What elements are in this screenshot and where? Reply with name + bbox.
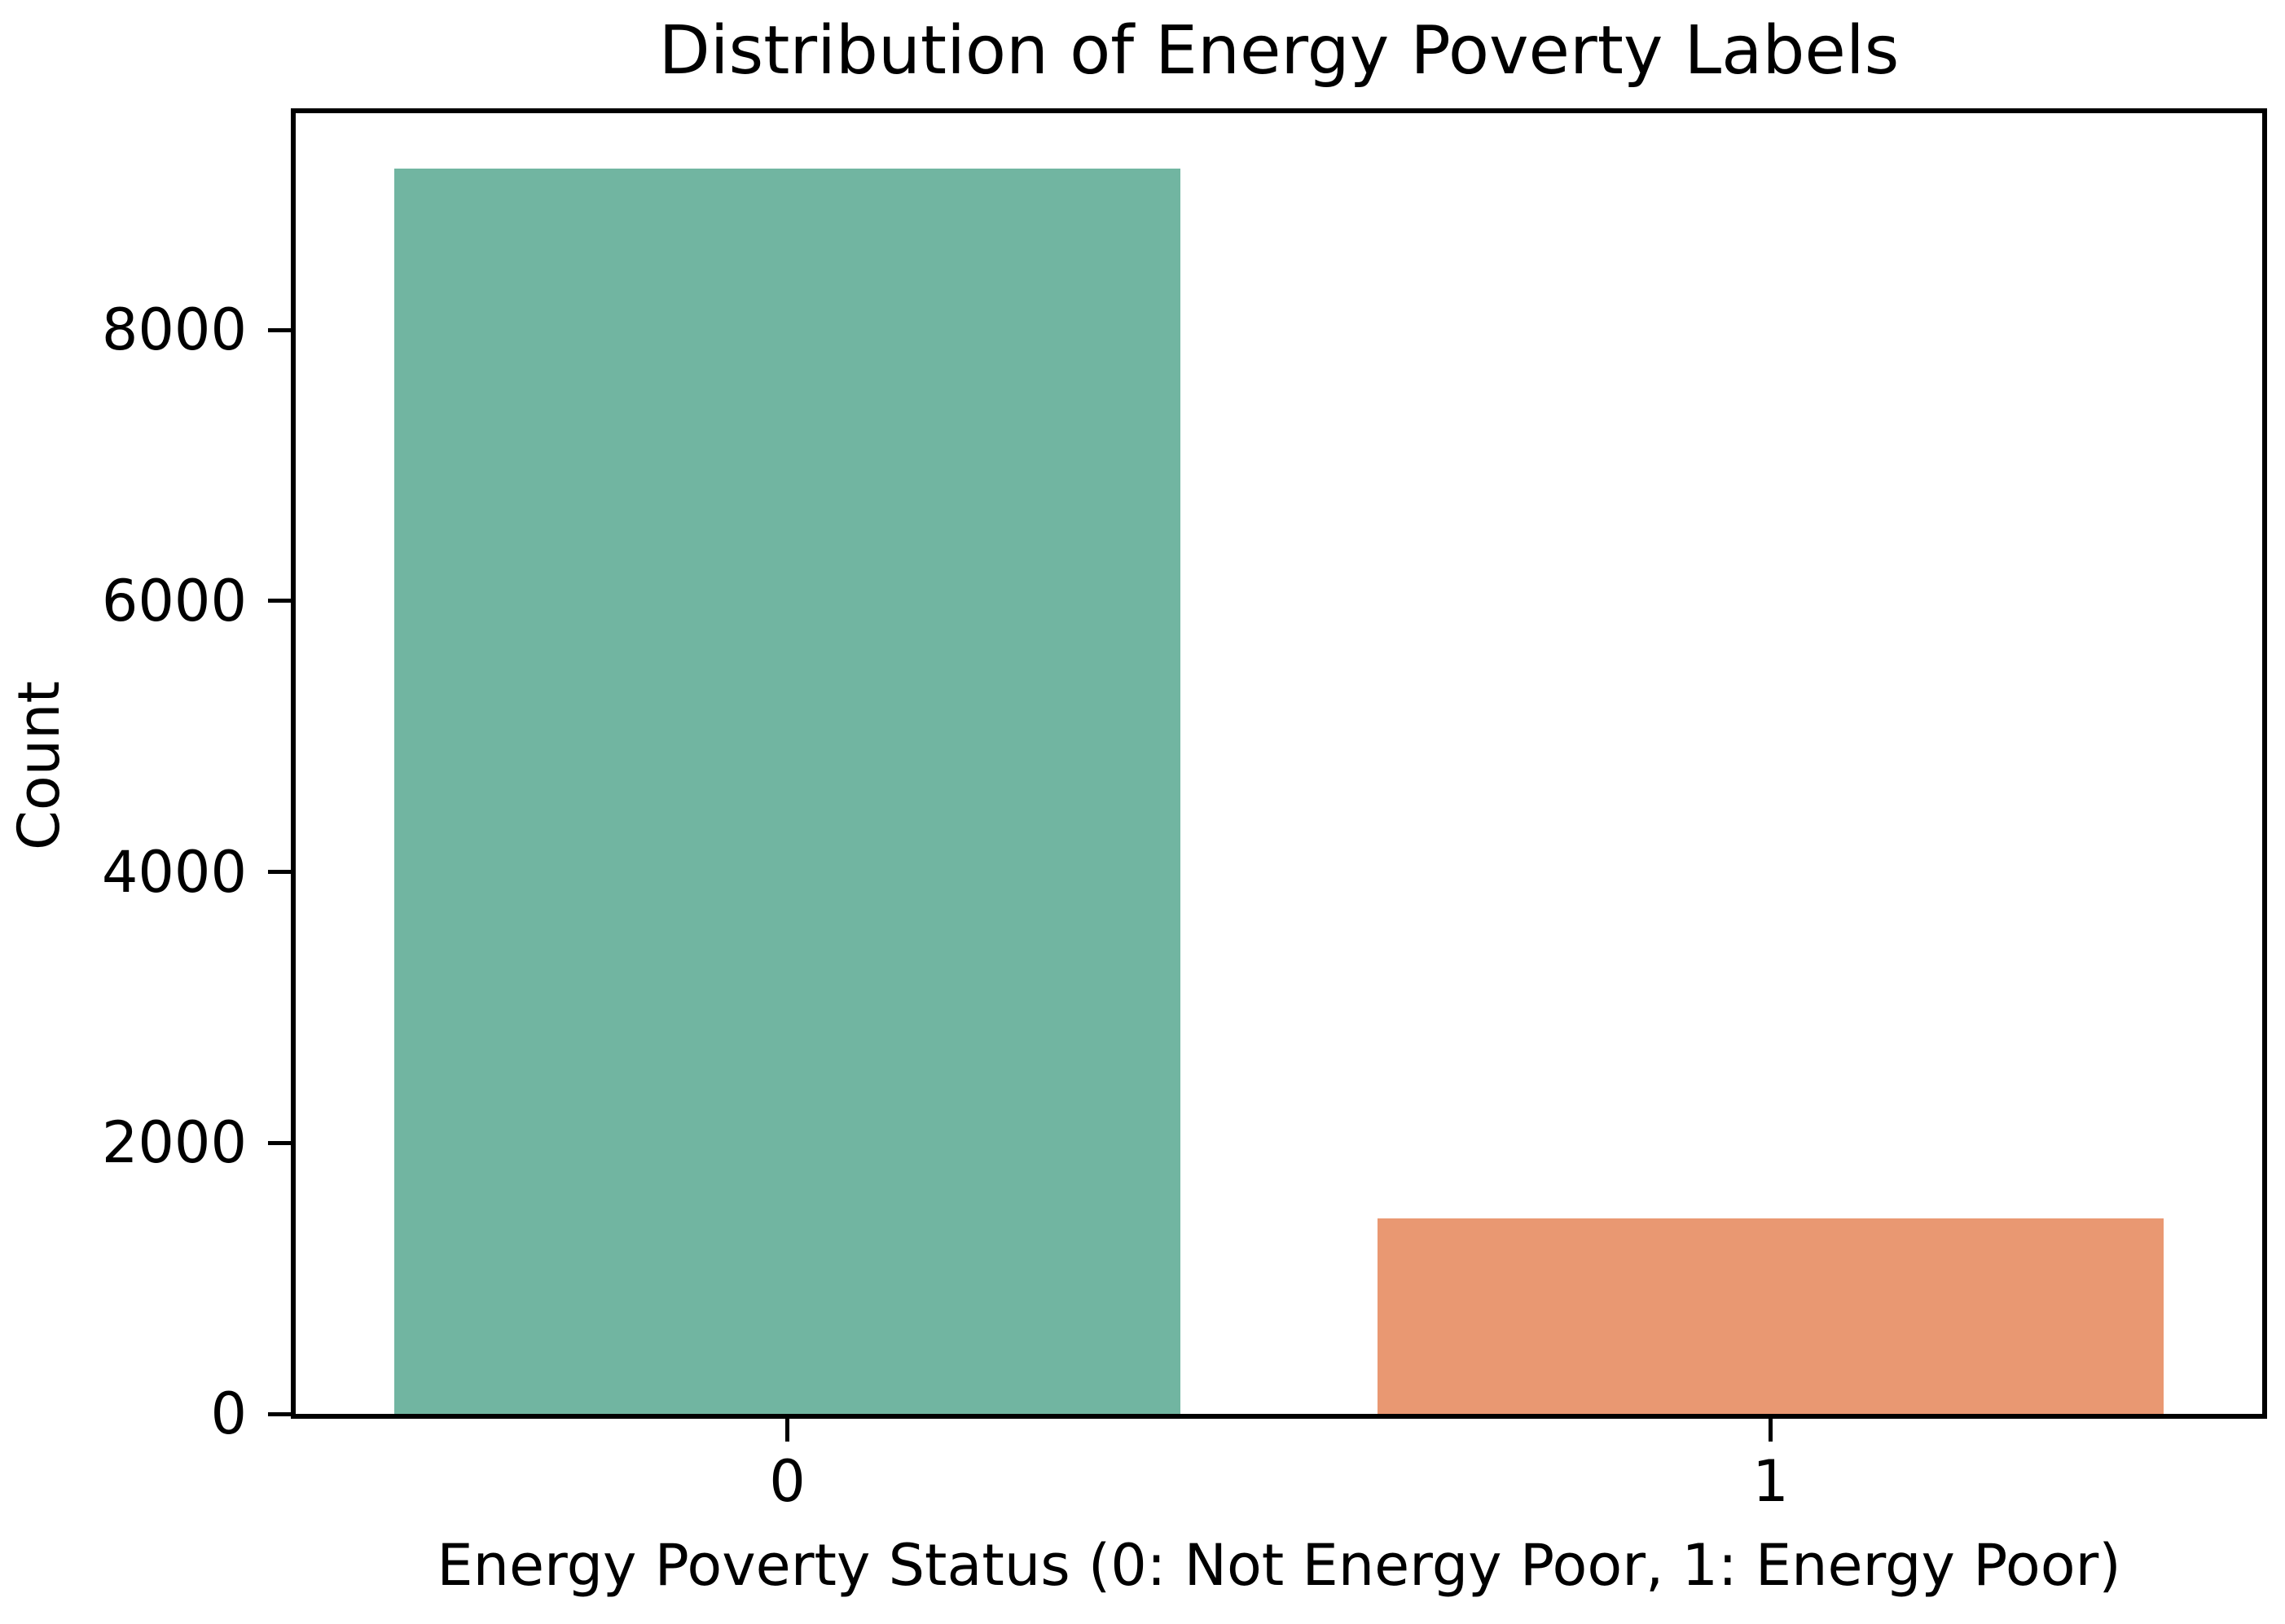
y-tick-label: 0 [210, 1380, 247, 1447]
chart-title: Distribution of Energy Poverty Labels [658, 12, 1900, 90]
y-tick [268, 1140, 291, 1145]
y-tick-label: 8000 [101, 296, 247, 364]
plot-area: 0 1 0 2000 4000 6000 8000 [102, 108, 2267, 1510]
x-tick [1769, 1419, 1773, 1442]
y-tick-label: 6000 [101, 567, 247, 634]
y-tick [268, 870, 291, 875]
y-axis-label: Count [6, 681, 73, 850]
x-tick [785, 1419, 789, 1442]
bar-1 [1377, 1218, 2164, 1414]
x-axis-label: Energy Poverty Status (0: Not Energy Poo… [437, 1532, 2121, 1599]
x-tick-label: 1 [1752, 1448, 1789, 1515]
y-tick [268, 599, 291, 604]
y-tick [268, 327, 291, 332]
bar-0 [393, 169, 1181, 1414]
y-tick-label: 4000 [101, 838, 247, 906]
y-tick-label: 2000 [101, 1109, 247, 1177]
x-tick-label: 0 [769, 1448, 806, 1515]
y-tick [268, 1411, 291, 1416]
